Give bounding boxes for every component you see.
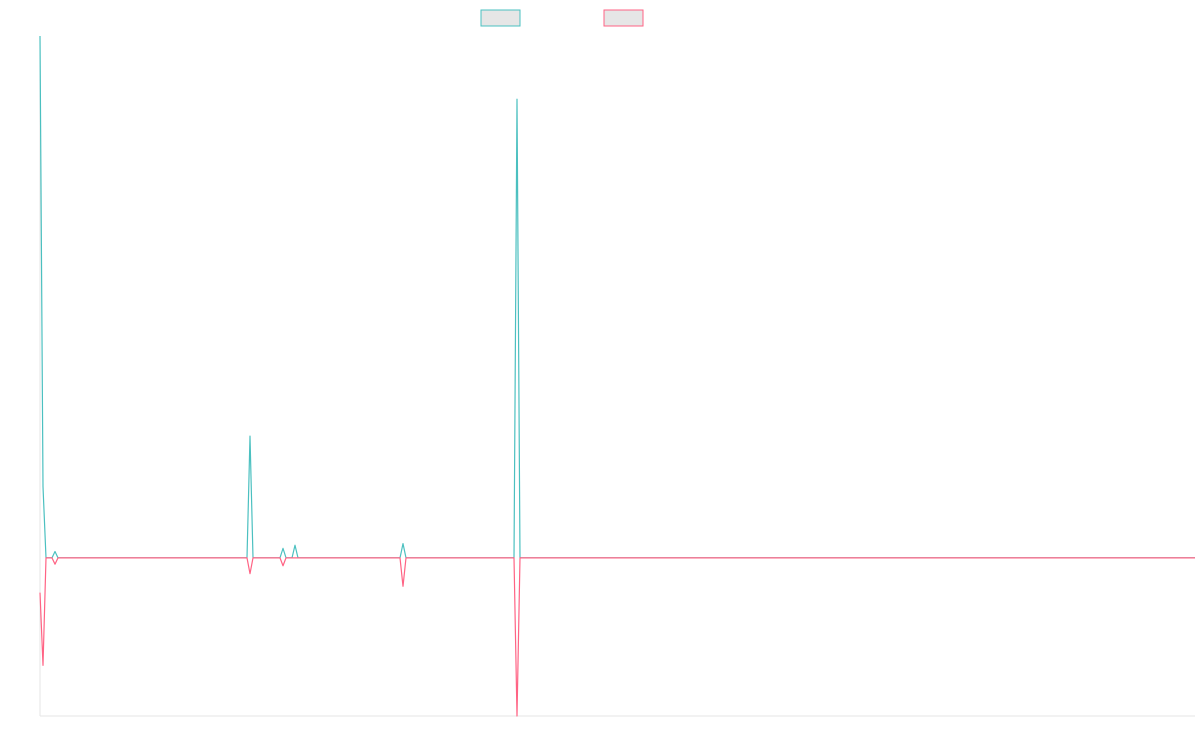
legend-swatch: [480, 9, 521, 27]
data-line: [39, 35, 1195, 559]
legend-swatch: [603, 9, 644, 27]
data-line: [39, 557, 1195, 717]
